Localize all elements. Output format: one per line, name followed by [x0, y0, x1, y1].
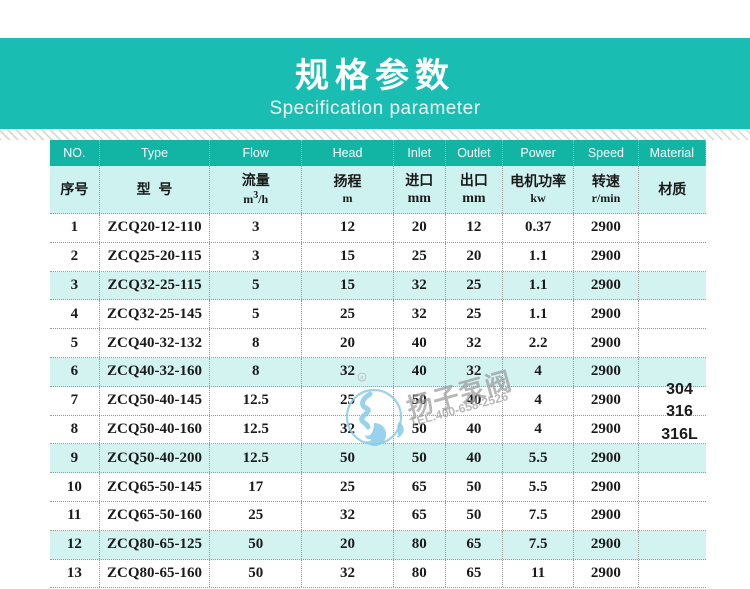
- svg-text:R: R: [360, 375, 363, 380]
